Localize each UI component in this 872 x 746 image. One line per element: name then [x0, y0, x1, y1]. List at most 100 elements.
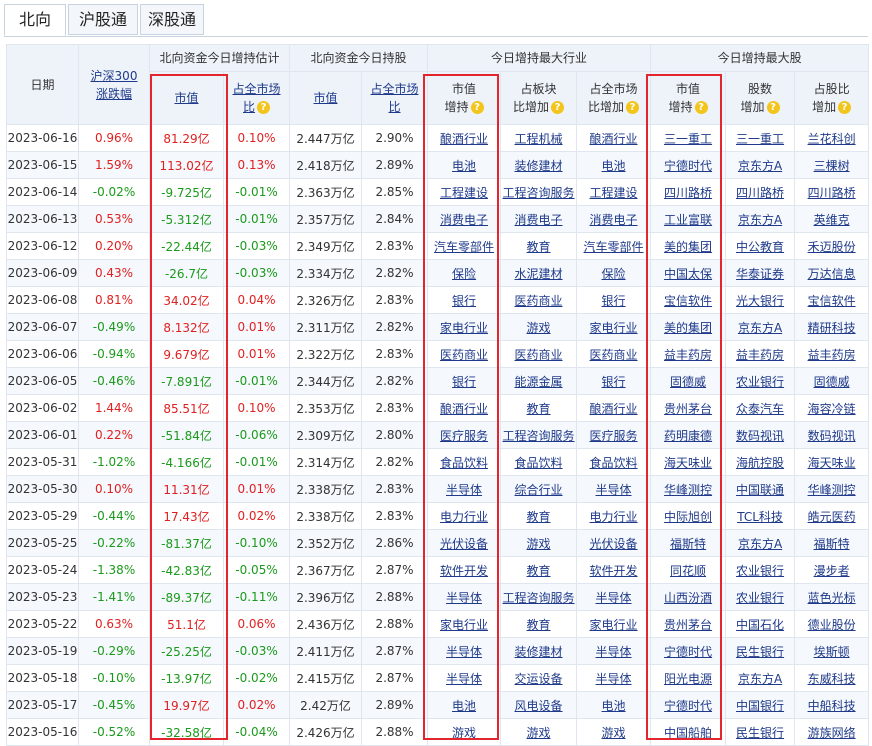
cell-industry-sector-pct[interactable]: 游戏: [526, 536, 551, 551]
cell-industry-sector-pct[interactable]: 教育: [526, 401, 551, 416]
cell-industry-mv-increase[interactable]: 半导体: [446, 482, 483, 497]
cell-industry-market-pct[interactable]: 电池: [601, 158, 626, 173]
cell-industry-sector-pct[interactable]: 装修建材: [514, 644, 563, 659]
cell-stock-mv-increase[interactable]: 福斯特: [670, 536, 707, 551]
cell-stock-shares-increase[interactable]: 华泰证券: [736, 266, 785, 281]
help-icon[interactable]: ?: [766, 101, 780, 114]
cell-stock-mv-increase[interactable]: 贵州茅台: [664, 401, 713, 416]
cell-industry-market-pct[interactable]: 家电行业: [589, 617, 638, 632]
cell-stock-mv-increase[interactable]: 美的集团: [664, 320, 713, 335]
cell-industry-market-pct[interactable]: 软件开发: [589, 563, 638, 578]
cell-stock-ratio-increase[interactable]: 海天味业: [807, 455, 856, 470]
cell-stock-mv-increase[interactable]: 美的集团: [664, 239, 713, 254]
cell-stock-ratio-increase[interactable]: 万达信息: [807, 266, 856, 281]
cell-industry-mv-increase[interactable]: 银行: [452, 293, 477, 308]
cell-stock-ratio-increase[interactable]: 中船科技: [807, 698, 856, 713]
cell-stock-shares-increase[interactable]: 中国石化: [736, 617, 785, 632]
cell-stock-shares-increase[interactable]: 农业银行: [736, 374, 785, 389]
cell-industry-market-pct[interactable]: 酿酒行业: [589, 401, 638, 416]
help-icon[interactable]: ?: [694, 101, 708, 114]
cell-stock-shares-increase[interactable]: 三一重工: [736, 131, 785, 146]
cell-stock-shares-increase[interactable]: 益丰药房: [736, 347, 785, 362]
cell-industry-mv-increase[interactable]: 酿酒行业: [440, 401, 489, 416]
cell-industry-mv-increase[interactable]: 保险: [452, 266, 477, 281]
cell-industry-mv-increase[interactable]: 游戏: [452, 725, 477, 740]
cell-stock-ratio-increase[interactable]: 华峰测控: [807, 482, 856, 497]
cell-stock-shares-increase[interactable]: 农业银行: [736, 563, 785, 578]
tab-shanghai-connect[interactable]: 沪股通: [68, 4, 138, 35]
cell-industry-sector-pct[interactable]: 教育: [526, 617, 551, 632]
cell-stock-ratio-increase[interactable]: 禾迈股份: [807, 239, 856, 254]
cell-stock-mv-increase[interactable]: 四川路桥: [664, 185, 713, 200]
cell-stock-shares-increase[interactable]: 中公教育: [736, 239, 785, 254]
cell-industry-market-pct[interactable]: 电池: [601, 698, 626, 713]
cell-stock-mv-increase[interactable]: 三一重工: [664, 131, 713, 146]
cell-stock-shares-increase[interactable]: 民生银行: [736, 644, 785, 659]
cell-stock-mv-increase[interactable]: 山西汾酒: [664, 590, 713, 605]
cell-stock-mv-increase[interactable]: 宁德时代: [664, 644, 713, 659]
cell-industry-sector-pct[interactable]: 医药商业: [514, 293, 563, 308]
cell-stock-shares-increase[interactable]: 民生银行: [736, 725, 785, 740]
cell-stock-shares-increase[interactable]: 四川路桥: [736, 185, 785, 200]
cell-industry-market-pct[interactable]: 光伏设备: [589, 536, 638, 551]
cell-industry-market-pct[interactable]: 半导体: [595, 590, 632, 605]
cell-stock-shares-increase[interactable]: TCL科技: [737, 509, 783, 524]
cell-industry-sector-pct[interactable]: 教育: [526, 239, 551, 254]
cell-stock-shares-increase[interactable]: 京东方A: [737, 536, 783, 551]
cell-industry-sector-pct[interactable]: 工程咨询服务: [502, 185, 575, 200]
cell-industry-mv-increase[interactable]: 软件开发: [440, 563, 489, 578]
cell-stock-ratio-increase[interactable]: 三棵树: [813, 158, 850, 173]
cell-industry-mv-increase[interactable]: 半导体: [446, 590, 483, 605]
cell-stock-shares-increase[interactable]: 京东方A: [737, 212, 783, 227]
cell-stock-ratio-increase[interactable]: 皓元医药: [807, 509, 856, 524]
cell-stock-mv-increase[interactable]: 阳光电源: [664, 671, 713, 686]
cell-industry-sector-pct[interactable]: 工程咨询服务: [502, 428, 575, 443]
cell-stock-mv-increase[interactable]: 中际旭创: [664, 509, 713, 524]
cell-stock-ratio-increase[interactable]: 蓝色光标: [807, 590, 856, 605]
cell-stock-shares-increase[interactable]: 众泰汽车: [736, 401, 785, 416]
cell-industry-mv-increase[interactable]: 银行: [452, 374, 477, 389]
cell-industry-market-pct[interactable]: 医疗服务: [589, 428, 638, 443]
cell-industry-market-pct[interactable]: 汽车零部件: [583, 239, 644, 254]
cell-industry-mv-increase[interactable]: 电池: [452, 698, 477, 713]
cell-stock-ratio-increase[interactable]: 东威科技: [807, 671, 856, 686]
cell-industry-sector-pct[interactable]: 教育: [526, 509, 551, 524]
cell-stock-ratio-increase[interactable]: 宝信软件: [807, 293, 856, 308]
cell-industry-market-pct[interactable]: 银行: [601, 293, 626, 308]
cell-stock-mv-increase[interactable]: 华峰测控: [664, 482, 713, 497]
cell-industry-market-pct[interactable]: 消费电子: [589, 212, 638, 227]
cell-stock-shares-increase[interactable]: 京东方A: [737, 671, 783, 686]
col-hs300-change[interactable]: 沪深300 涨跌幅: [90, 68, 138, 101]
cell-stock-mv-increase[interactable]: 中国船舶: [664, 725, 713, 740]
cell-industry-market-pct[interactable]: 半导体: [595, 671, 632, 686]
cell-industry-market-pct[interactable]: 食品饮料: [589, 455, 638, 470]
cell-stock-ratio-increase[interactable]: 埃斯顿: [813, 644, 850, 659]
cell-industry-market-pct[interactable]: 医药商业: [589, 347, 638, 362]
cell-stock-ratio-increase[interactable]: 海容冷链: [807, 401, 856, 416]
cell-industry-sector-pct[interactable]: 工程机械: [514, 131, 563, 146]
help-icon[interactable]: ?: [470, 101, 484, 114]
cell-industry-market-pct[interactable]: 电力行业: [589, 509, 638, 524]
cell-stock-mv-increase[interactable]: 宁德时代: [664, 698, 713, 713]
cell-industry-sector-pct[interactable]: 风电设备: [514, 698, 563, 713]
cell-industry-market-pct[interactable]: 游戏: [601, 725, 626, 740]
col-est-market-value[interactable]: 市值: [174, 91, 199, 105]
cell-industry-sector-pct[interactable]: 游戏: [526, 725, 551, 740]
cell-industry-sector-pct[interactable]: 能源金属: [514, 374, 563, 389]
cell-stock-mv-increase[interactable]: 药明康德: [664, 428, 713, 443]
help-icon[interactable]: ?: [838, 101, 852, 114]
cell-stock-mv-increase[interactable]: 益丰药房: [664, 347, 713, 362]
cell-stock-mv-increase[interactable]: 中国太保: [664, 266, 713, 281]
cell-stock-ratio-increase[interactable]: 福斯特: [813, 536, 850, 551]
col-hold-market-value[interactable]: 市值: [313, 91, 338, 105]
cell-industry-market-pct[interactable]: 家电行业: [589, 320, 638, 335]
cell-industry-market-pct[interactable]: 银行: [601, 374, 626, 389]
cell-industry-mv-increase[interactable]: 半导体: [446, 671, 483, 686]
cell-stock-shares-increase[interactable]: 数码视讯: [736, 428, 785, 443]
cell-industry-sector-pct[interactable]: 工程咨询服务: [502, 590, 575, 605]
cell-stock-ratio-increase[interactable]: 游族网络: [807, 725, 856, 740]
cell-stock-ratio-increase[interactable]: 兰花科创: [807, 131, 856, 146]
cell-industry-market-pct[interactable]: 酿酒行业: [589, 131, 638, 146]
cell-stock-mv-increase[interactable]: 同花顺: [670, 563, 707, 578]
cell-industry-mv-increase[interactable]: 医药商业: [440, 347, 489, 362]
